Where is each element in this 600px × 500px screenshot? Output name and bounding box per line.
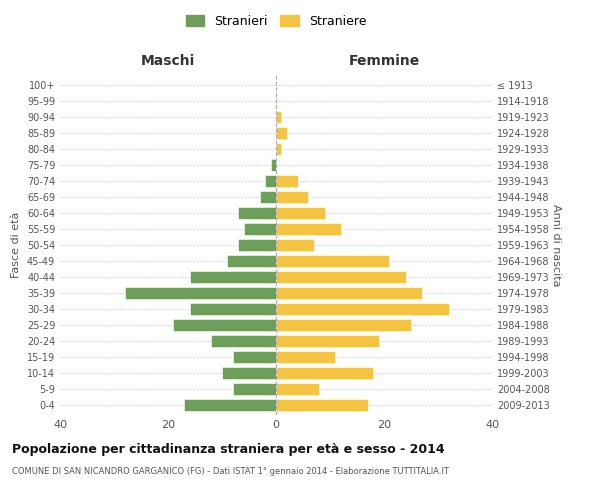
Text: Popolazione per cittadinanza straniera per età e sesso - 2014: Popolazione per cittadinanza straniera p…: [12, 442, 445, 456]
Bar: [276, 368, 373, 380]
Bar: [276, 287, 422, 299]
Y-axis label: Fasce di età: Fasce di età: [11, 212, 21, 278]
Bar: [227, 255, 276, 267]
Bar: [125, 287, 276, 299]
Bar: [276, 351, 335, 364]
Bar: [276, 335, 379, 347]
Bar: [276, 207, 325, 219]
Y-axis label: Anni di nascita: Anni di nascita: [551, 204, 561, 286]
Bar: [276, 191, 308, 203]
Bar: [276, 384, 319, 396]
Bar: [276, 223, 341, 235]
Bar: [276, 239, 314, 251]
Bar: [271, 159, 276, 171]
Bar: [276, 255, 389, 267]
Legend: Stranieri, Straniere: Stranieri, Straniere: [182, 11, 370, 32]
Bar: [265, 175, 276, 187]
Bar: [173, 319, 276, 331]
Bar: [276, 143, 281, 155]
Text: Femmine: Femmine: [349, 54, 419, 68]
Bar: [190, 271, 276, 283]
Bar: [233, 351, 276, 364]
Text: COMUNE DI SAN NICANDRO GARGANICO (FG) - Dati ISTAT 1° gennaio 2014 - Elaborazion: COMUNE DI SAN NICANDRO GARGANICO (FG) - …: [12, 468, 449, 476]
Bar: [276, 400, 368, 411]
Bar: [276, 110, 281, 122]
Bar: [276, 175, 298, 187]
Bar: [238, 207, 276, 219]
Bar: [238, 239, 276, 251]
Bar: [233, 384, 276, 396]
Bar: [222, 368, 276, 380]
Bar: [276, 271, 406, 283]
Bar: [184, 400, 276, 411]
Bar: [276, 126, 287, 138]
Bar: [260, 191, 276, 203]
Bar: [276, 303, 449, 315]
Bar: [211, 335, 276, 347]
Bar: [244, 223, 276, 235]
Bar: [276, 319, 411, 331]
Bar: [190, 303, 276, 315]
Text: Maschi: Maschi: [141, 54, 195, 68]
